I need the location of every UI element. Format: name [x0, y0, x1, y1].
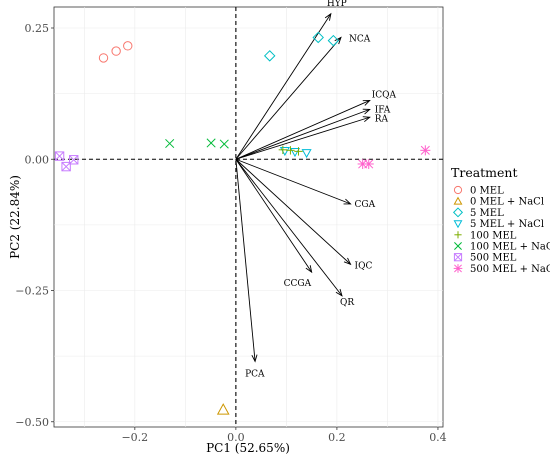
point-100-mel-nacl-1 [165, 138, 175, 149]
legend-key-0-mel [453, 185, 463, 195]
x-axis-title: PC1 (52.65%) [206, 441, 290, 455]
legend-label: 500 MEL + NaCl [470, 264, 550, 275]
loading-vector-icqa: ICQA [235, 90, 397, 160]
legend-label: 100 MEL [470, 230, 517, 241]
legend-label: 500 MEL [470, 253, 517, 264]
loading-vector-qr: QR [235, 158, 354, 308]
legend-key-500-mel-nacl [453, 264, 463, 273]
vector-label-pca: PCA [245, 369, 265, 379]
vector-label-hyp: HYP [327, 0, 347, 9]
y-axis-title: PC2 (22.84%) [8, 175, 22, 259]
point-0-mel-1 [98, 53, 109, 63]
legend-key-100-mel-nacl [454, 242, 462, 250]
vector-label-qr: QR [340, 298, 354, 308]
loading-vector-ccga: CCGA [235, 158, 313, 289]
legend-item-100-mel: 100 MEL [454, 230, 517, 241]
point-5-mel-nacl-3 [301, 149, 312, 159]
point-5-mel-3 [327, 34, 340, 47]
legend-label: 0 MEL + NaCl [470, 197, 544, 208]
vector-label-ccga: CCGA [284, 279, 312, 289]
point-5-mel-2 [312, 31, 324, 44]
point-100-mel-2 [286, 146, 295, 155]
legend-key-5-mel [452, 207, 464, 218]
point-500-mel-nacl-3 [420, 145, 431, 156]
legend-item-5-mel: 5 MEL [452, 207, 504, 219]
legend-item-100-mel-nacl: 100 MEL + NaCl [454, 242, 550, 253]
y-axis-ticks: −0.50 −0.25 0.00 0.25 [15, 22, 54, 429]
loading-vector-cga: CGA [235, 158, 376, 210]
legend-item-500-mel-nacl: 500 MEL + NaCl [453, 264, 550, 275]
point-500-mel-2 [61, 161, 71, 172]
loading-vector-ifa: IFA [235, 105, 391, 160]
point-100-mel-nacl-2 [206, 138, 216, 148]
legend-label: 5 MEL [470, 208, 504, 219]
vector-label-cga: CGA [355, 200, 376, 210]
vector-label-icqa: ICQA [372, 90, 397, 100]
legend-key-5-mel-nacl [453, 220, 463, 229]
legend-item-0-mel-nacl: 0 MEL + NaCl [453, 196, 544, 208]
point-100-mel-1 [278, 145, 288, 154]
y-tick-label: 0.25 [25, 22, 50, 35]
point-0-mel-nacl-1 [216, 403, 230, 415]
point-5-mel-1 [263, 50, 276, 62]
loading-vector-hyp: HYP [235, 0, 347, 160]
x-tick-label: 0.0 [227, 431, 245, 444]
legend-label: 100 MEL + NaCl [470, 242, 550, 253]
point-0-mel-3 [123, 41, 133, 51]
x-axis-ticks: −0.2 0.0 0.2 0.4 [121, 427, 447, 444]
loading-vector-iqc: IQC [235, 158, 373, 271]
legend-title: Treatment [451, 165, 518, 180]
loading-vector-ra: RA [235, 114, 389, 160]
legend-label: 0 MEL [470, 186, 504, 197]
point-0-mel-2 [111, 46, 121, 56]
legend-label: 5 MEL + NaCl [470, 219, 544, 230]
vector-label-ra: RA [375, 114, 389, 124]
vector-label-ifa: IFA [375, 105, 391, 115]
vector-label-iqc: IQC [355, 261, 373, 271]
plot-panel [53, 6, 444, 428]
x-tick-label: −0.2 [121, 431, 148, 444]
y-tick-label: −0.25 [15, 285, 49, 298]
legend-key-0-mel-nacl [453, 196, 463, 205]
point-5-mel-nacl-2 [289, 148, 301, 158]
legend-item-0-mel: 0 MEL [453, 185, 504, 197]
point-100-mel-3 [294, 147, 303, 156]
legend-item-5-mel-nacl: 5 MEL + NaCl [453, 219, 544, 230]
x-tick-label: 0.4 [429, 431, 447, 444]
point-500-mel-nacl-2 [363, 158, 374, 170]
y-tick-label: 0.00 [25, 153, 50, 166]
point-100-mel-nacl-3 [219, 139, 229, 149]
loading-vector-pca: PCA [235, 159, 265, 379]
data-points [54, 31, 431, 415]
x-tick-label: 0.2 [328, 431, 346, 444]
legend-key-500-mel [453, 253, 463, 262]
y-tick-label: −0.50 [15, 416, 49, 429]
point-500-mel-3 [69, 155, 79, 165]
legend-item-500-mel: 500 MEL [453, 253, 517, 264]
reference-lines [54, 7, 443, 427]
point-500-mel-1 [54, 151, 65, 161]
vector-label-nca: NCA [349, 34, 371, 44]
legend-key-100-mel [454, 231, 462, 239]
